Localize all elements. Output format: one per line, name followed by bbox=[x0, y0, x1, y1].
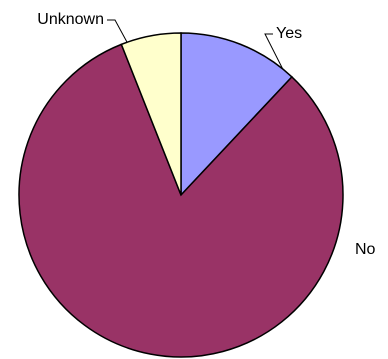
slice-label: No bbox=[355, 241, 376, 258]
pie-slice bbox=[18, 43, 344, 358]
slice-label: Unknown bbox=[37, 11, 104, 28]
pie-slice bbox=[180, 32, 293, 197]
slice-label: Yes bbox=[276, 25, 302, 42]
leader-line bbox=[107, 19, 128, 43]
leader-line bbox=[264, 33, 284, 70]
pie-slice bbox=[120, 32, 182, 196]
